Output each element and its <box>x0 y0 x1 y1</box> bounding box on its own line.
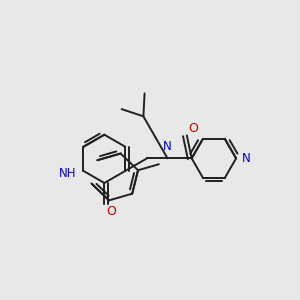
Text: NH: NH <box>58 167 76 180</box>
Text: O: O <box>188 122 198 135</box>
Text: N: N <box>242 152 250 165</box>
Text: N: N <box>163 140 172 153</box>
Text: O: O <box>106 205 116 218</box>
